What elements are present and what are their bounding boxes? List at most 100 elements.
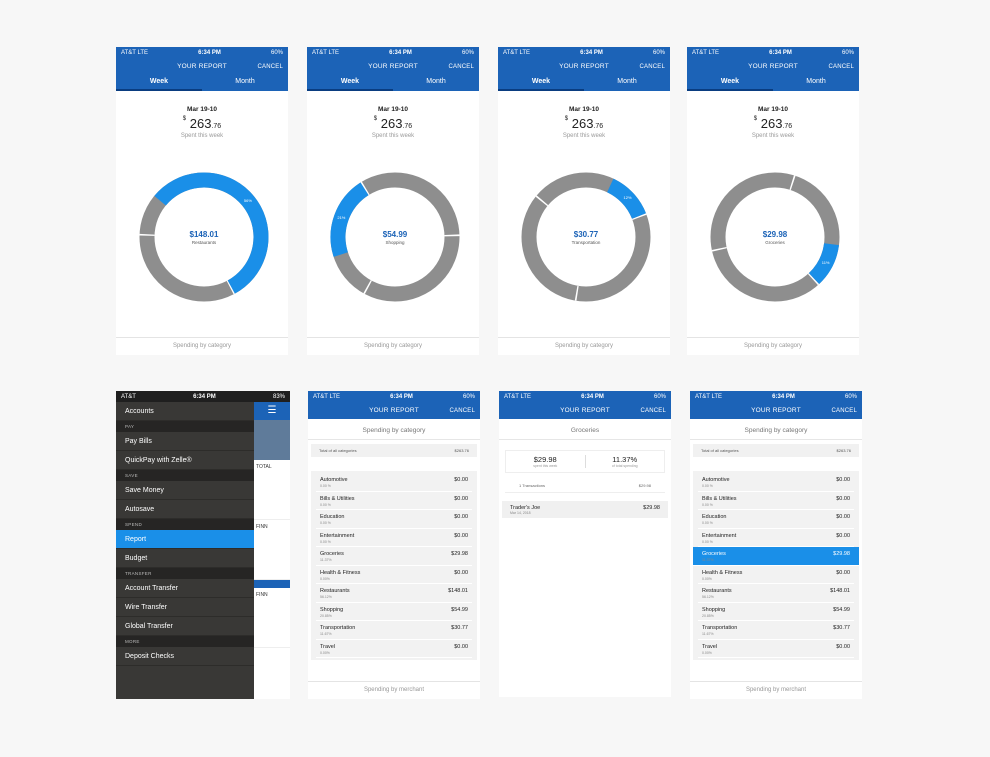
peek-panel: ☰ TOTAL FINN FINN (254, 402, 290, 699)
category-row[interactable]: Travel 0.00% $0.00 (316, 640, 472, 658)
menu-item[interactable]: Deposit Checks (116, 647, 254, 666)
report-header: YOUR REPORT CANCEL (307, 58, 479, 75)
tab-month[interactable]: Month (235, 78, 255, 85)
donut-highlight-segment[interactable] (710, 172, 840, 302)
spending-by-category-button[interactable]: Spending by category (307, 337, 479, 355)
tab-week[interactable]: Week (498, 75, 584, 91)
spending-donut-chart[interactable]: 21% $54.99 Shopping (330, 172, 460, 302)
carrier-label: AT&T LTE (313, 393, 341, 400)
spending-donut-chart[interactable]: 12% $30.77 Transportation (521, 172, 651, 302)
donut-highlight-segment[interactable] (139, 172, 269, 302)
donut-svg (139, 172, 269, 302)
spending-donut-chart[interactable]: 11% $29.98 Groceries (710, 172, 840, 302)
report-donut-screen: AT&T LTE 6:34 PM 60% YOUR REPORT CANCEL … (116, 47, 288, 355)
tab-week[interactable]: Week (116, 75, 202, 91)
category-row[interactable]: Groceries 11.37% $29.98 (316, 547, 472, 566)
menu-item[interactable]: Global Transfer (116, 617, 254, 636)
total-value: $263.76 (836, 448, 851, 453)
category-row[interactable]: Travel 0.00% $0.00 (698, 640, 854, 658)
total-spent: $ 263.76 (307, 116, 479, 131)
cancel-button[interactable]: CANCEL (449, 407, 475, 414)
category-row[interactable]: Health & Fitness 0.00% $0.00 (316, 566, 472, 584)
category-percent: 0.00 % (702, 484, 713, 488)
status-bar: AT&T LTE 6:34 PM 60% (498, 47, 670, 58)
cancel-button[interactable]: CANCEL (640, 407, 666, 414)
donut-highlight-segment[interactable] (330, 172, 460, 302)
menu-item[interactable]: Report (116, 530, 254, 549)
hamburger-icon[interactable]: ☰ (254, 402, 290, 420)
category-row[interactable]: Restaurants 56.12% $148.01 (316, 584, 472, 603)
category-amount: $30.77 (451, 625, 468, 631)
cancel-button[interactable]: CANCEL (448, 63, 474, 70)
category-name: Groceries (765, 240, 785, 245)
category-percent: 0.00 % (320, 539, 331, 544)
status-bar: AT&T LTE 6:34 PM 60% (308, 391, 480, 402)
cancel-button[interactable]: CANCEL (831, 407, 857, 414)
period-tabs: Week Month (307, 75, 479, 91)
category-percent: 0.00 % (702, 539, 713, 544)
category-amount: $29.98 (451, 551, 468, 557)
menu-item[interactable]: Wire Transfer (116, 598, 254, 617)
spent-label: Spent this week (751, 133, 795, 139)
report-donut-screen: AT&T LTE 6:34 PM 60% YOUR REPORT CANCEL … (498, 47, 670, 355)
category-row[interactable]: Bills & Utilities 0.00 % $0.00 (316, 492, 472, 510)
category-transactions-screen: AT&T LTE 6:34 PM 60% YOUR REPORT CANCEL … (499, 391, 671, 697)
share-stat: 11.37% of total spending (584, 455, 665, 468)
category-name: Automotive (320, 477, 348, 483)
menu-item[interactable]: Autosave (116, 500, 254, 519)
segment-percent-label: 21% (337, 214, 346, 220)
category-row[interactable]: Education 0.00 % $0.00 (698, 510, 854, 529)
category-row[interactable]: Automotive 0.00 % $0.00 (698, 473, 854, 492)
segment-percent-label: 56% (243, 197, 252, 203)
menu-item[interactable]: Account Transfer (116, 579, 254, 598)
category-row[interactable]: Bills & Utilities 0.00 % $0.00 (698, 492, 854, 510)
category-row[interactable]: Groceries 11.37% $29.98 (693, 547, 859, 566)
menu-item[interactable]: Save Money (116, 481, 254, 500)
transaction-row[interactable]: Trader's Joe Mar 14, 2018 $29.98 (502, 501, 668, 518)
spending-by-merchant-button[interactable]: Spending by merchant (690, 681, 862, 699)
category-percent: 0.00 % (702, 521, 713, 525)
donut-center-label: $29.98 Groceries (710, 230, 840, 245)
menu-list: Accounts PAY Pay Bills QuickPay with Zelle®… (116, 402, 254, 666)
category-name: Shopping (702, 606, 726, 613)
cancel-button[interactable]: CANCEL (828, 63, 854, 70)
menu-item[interactable]: QuickPay with Zelle® (116, 451, 254, 470)
cancel-button[interactable]: CANCEL (639, 63, 665, 70)
tab-week[interactable]: Week (307, 75, 393, 91)
spending-by-category-button[interactable]: Spending by category (116, 337, 288, 355)
menu-item[interactable]: Pay Bills (116, 432, 254, 451)
spending-donut-chart[interactable]: 56% $148.01 Restaurants (139, 172, 269, 302)
status-bar: AT&T LTE 6:34 PM 60% (690, 391, 862, 402)
category-amount: $54.99 (451, 606, 468, 613)
category-row[interactable]: Education 0.00 % $0.00 (316, 510, 472, 529)
spending-by-category-button[interactable]: Spending by category (687, 337, 859, 355)
category-row[interactable]: Entertainment 0.00 % $0.00 (698, 529, 854, 547)
category-percent: 11.37% (702, 558, 714, 562)
spending-by-category-button[interactable]: Spending by category (498, 337, 670, 355)
tab-month[interactable]: Month (426, 78, 446, 85)
sheet-title: Spending by category (690, 419, 862, 440)
tab-week[interactable]: Week (687, 75, 773, 91)
category-row[interactable]: Transportation 11.67% $30.77 (698, 621, 854, 640)
category-row[interactable]: Automotive 0.00 % $0.00 (316, 473, 472, 492)
week-summary: Mar 19-10 $ 263.76 Spent this week (116, 91, 288, 139)
category-row[interactable]: Entertainment 0.00 % $0.00 (316, 529, 472, 547)
menu-item[interactable]: Accounts (116, 402, 254, 421)
cancel-button[interactable]: CANCEL (257, 63, 283, 70)
category-row[interactable]: Health & Fitness 0.00% $0.00 (698, 566, 854, 584)
tab-month[interactable]: Month (806, 78, 826, 85)
category-percent: 11.67% (702, 632, 714, 636)
spending-by-merchant-button[interactable]: Spending by merchant (308, 681, 480, 699)
merchant-name: Trader's Joe (510, 505, 541, 511)
category-list-selected-screen: AT&T LTE 6:34 PM 60% YOUR REPORT CANCEL … (690, 391, 862, 699)
category-row[interactable]: Shopping 20.85% $54.99 (698, 603, 854, 621)
status-bar: AT&T 6:34 PM 83% (116, 391, 290, 402)
menu-item[interactable]: Budget (116, 549, 254, 568)
category-row[interactable]: Shopping 20.85% $54.99 (316, 603, 472, 621)
category-row[interactable]: Transportation 11.67% $30.77 (316, 621, 472, 640)
menu-section-header: SAVE (116, 470, 254, 481)
category-list: Automotive 0.00 % $0.00 Bills & Utilitie… (311, 471, 477, 660)
time-label: 6:34 PM (580, 49, 603, 56)
tab-month[interactable]: Month (617, 78, 637, 85)
category-row[interactable]: Restaurants 56.12% $148.01 (698, 584, 854, 603)
